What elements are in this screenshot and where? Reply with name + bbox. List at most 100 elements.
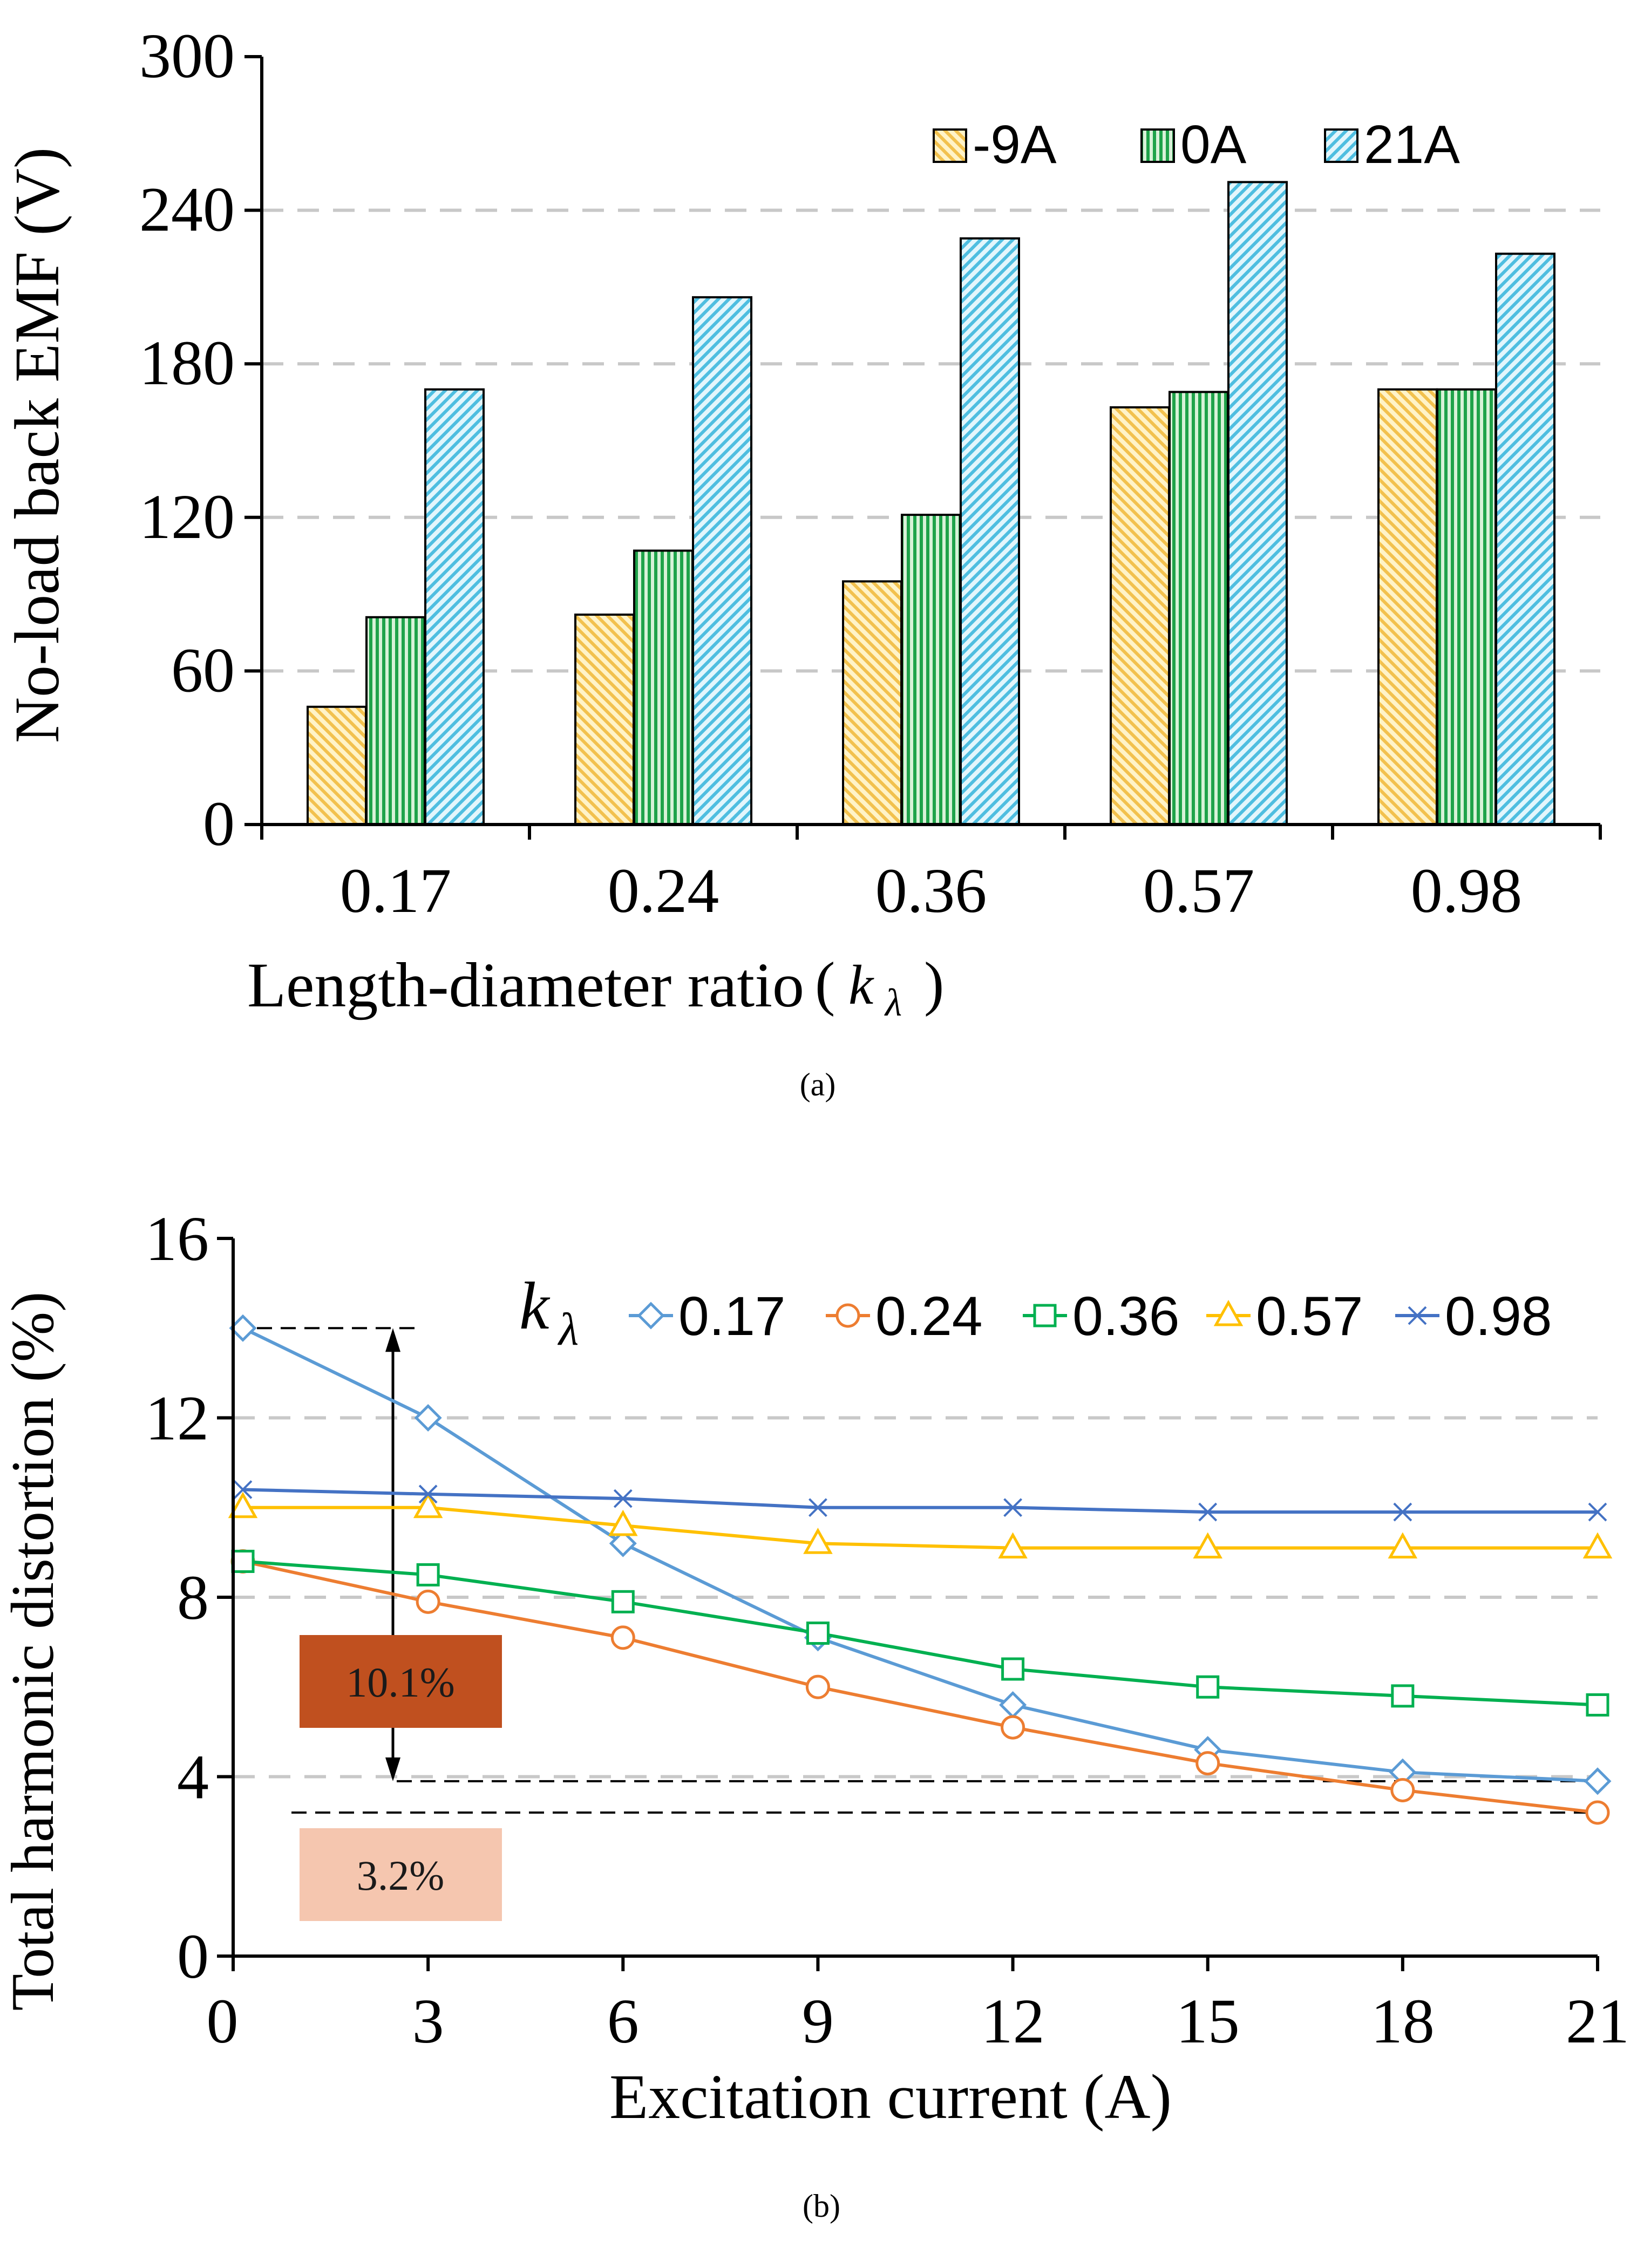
series-marker-0.17 xyxy=(609,1529,637,1557)
series-marker-0.57 xyxy=(228,1491,258,1518)
line-chart-panel: 10.1% 3.2% 0 4 8 12 16 0 3 6 9 12 15 18 21 k λ 0.17 0.24… xyxy=(0,1203,1629,2224)
line-chart-gridlines xyxy=(233,1416,1598,1779)
legend-marker-0.36 xyxy=(1033,1304,1057,1327)
bar-chart-ytick-label: 240 xyxy=(139,174,235,245)
line-chart-xtick-label: 3 xyxy=(412,1986,444,2056)
series-marker-0.98 xyxy=(418,1484,438,1504)
series-marker-0.24 xyxy=(1001,1715,1025,1740)
panel-label-b: (b) xyxy=(803,2188,840,2224)
annotation-arrow-head-top xyxy=(385,1328,400,1352)
series-marker-0.57 xyxy=(998,1532,1028,1559)
legend-label-0.57: 0.57 xyxy=(1256,1285,1363,1347)
series-marker-0.57 xyxy=(1193,1532,1222,1559)
marker-stroke xyxy=(1198,1502,1218,1522)
bar-chart-ytick-label: 0 xyxy=(203,788,235,859)
bar-21A-0.24 xyxy=(692,296,752,826)
line-chart-ytick-label: 16 xyxy=(145,1203,209,1274)
legend-label-0.17: 0.17 xyxy=(678,1285,786,1347)
series-line-0.24 xyxy=(242,1559,1598,1814)
legend-marker-0.57 xyxy=(1213,1299,1244,1326)
series-marker-0.36 xyxy=(611,1590,635,1613)
series-marker-0.98 xyxy=(1393,1502,1412,1522)
series-marker-0.57 xyxy=(1582,1532,1613,1559)
bar--9A-0.36 xyxy=(842,580,902,826)
marker-stroke xyxy=(1408,1306,1427,1325)
annotation-arrow-head-bottom xyxy=(385,1757,400,1781)
bar-chart-xtick-label: 0.17 xyxy=(340,855,452,926)
bar-21A-0.57 xyxy=(1227,181,1288,826)
line-chart-xtick-label: 18 xyxy=(1371,1986,1435,2056)
series-marker-0.98 xyxy=(613,1489,633,1508)
annotation-range-box xyxy=(300,1635,502,1728)
bar-chart-xtick-label: 0.36 xyxy=(875,855,987,926)
bar-chart-xlabel-paren-open: ( xyxy=(815,950,835,1017)
line-chart-ytick-label: 12 xyxy=(145,1383,209,1454)
bar-0A-0.17 xyxy=(365,616,426,826)
series-marker-0.98 xyxy=(233,1480,253,1499)
series-marker-0.98 xyxy=(1198,1502,1218,1522)
bar-21A-0.36 xyxy=(960,237,1020,826)
line-chart-axes xyxy=(217,1237,1599,1971)
series-marker-0.98 xyxy=(809,1498,827,1517)
series-marker-0.57 xyxy=(1388,1532,1418,1559)
marker-stroke xyxy=(1588,1502,1607,1522)
series-0.57 xyxy=(228,1491,1613,1559)
bar-chart-bars xyxy=(307,181,1555,826)
bar-chart-xlabel-subscript: λ xyxy=(884,981,902,1024)
marker-stroke xyxy=(233,1480,253,1499)
bar-chart-xlabel-symbol: k xyxy=(848,954,874,1016)
bar-chart-ytick-label: 60 xyxy=(171,635,235,705)
series-line-0.17 xyxy=(242,1326,1598,1783)
bar-chart-xlabel: Length-diameter ratio xyxy=(247,950,804,1020)
series-marker-0.24 xyxy=(805,1674,830,1699)
series-marker-0.98 xyxy=(1003,1498,1022,1517)
bar-0A-0.98 xyxy=(1436,388,1497,826)
series-marker-0.98 xyxy=(1588,1502,1607,1522)
series-marker-0.57 xyxy=(608,1509,638,1536)
bar--9A-0.17 xyxy=(307,705,367,826)
bar-chart-xtick-label: 0.24 xyxy=(608,855,719,926)
line-chart-xtick-label: 15 xyxy=(1176,1986,1240,2056)
bar-21A-0.98 xyxy=(1495,253,1555,826)
line-chart-ylabel: Total harmonic distortion (%) xyxy=(0,1292,66,2011)
bar-0A-0.57 xyxy=(1169,391,1229,826)
series-marker-0.36 xyxy=(1586,1693,1609,1717)
legend-label-0.36: 0.36 xyxy=(1072,1285,1180,1347)
bar-0A-0.36 xyxy=(901,514,961,826)
series-marker-0.24 xyxy=(1195,1751,1220,1776)
bar--9A-0.98 xyxy=(1377,388,1438,826)
marker-stroke xyxy=(809,1498,827,1517)
series-line-0.36 xyxy=(242,1559,1598,1707)
line-chart-series xyxy=(228,1314,1613,1825)
annotation-range-label: 10.1% xyxy=(346,1659,454,1706)
series-marker-0.36 xyxy=(1001,1657,1025,1681)
series-marker-0.36 xyxy=(1391,1684,1415,1708)
series-marker-0.36 xyxy=(806,1622,830,1645)
line-chart-xlabel: Excitation current (A) xyxy=(609,2061,1172,2132)
legend-label-0A: 0A xyxy=(1180,114,1247,175)
legend-label-0.98: 0.98 xyxy=(1445,1285,1552,1347)
bar-chart-ytick-label: 300 xyxy=(139,21,235,91)
line-chart-xtick-label: 21 xyxy=(1566,1986,1629,2056)
annotation-min-box xyxy=(300,1828,502,1921)
bar-chart-axes xyxy=(244,55,1602,840)
legend-symbol: k xyxy=(519,1269,551,1344)
legend-marker-0.98 xyxy=(1408,1306,1427,1325)
bar-0A-0.24 xyxy=(633,549,694,826)
series-0.17 xyxy=(229,1314,1612,1795)
series-0.98 xyxy=(233,1480,1607,1522)
legend-swatch-21A xyxy=(1324,128,1358,163)
line-chart-legend: k λ 0.17 0.24 0.36 0.57 0.98 xyxy=(519,1269,1552,1355)
marker-stroke xyxy=(613,1489,633,1508)
line-chart-ytick-label: 8 xyxy=(177,1562,209,1633)
bar-chart-ylabel: No-load back EMF (V) xyxy=(2,147,72,743)
annotation-min-label: 3.2% xyxy=(357,1852,444,1899)
series-marker-0.57 xyxy=(803,1528,833,1554)
bar-chart-xtick-label: 0.98 xyxy=(1411,855,1523,926)
series-marker-0.36 xyxy=(1196,1675,1220,1699)
line-chart-ytick-label: 4 xyxy=(177,1742,209,1813)
line-chart-ytick-label: 0 xyxy=(177,1921,209,1992)
series-marker-0.24 xyxy=(1390,1777,1415,1802)
bar-21A-0.17 xyxy=(424,388,485,826)
